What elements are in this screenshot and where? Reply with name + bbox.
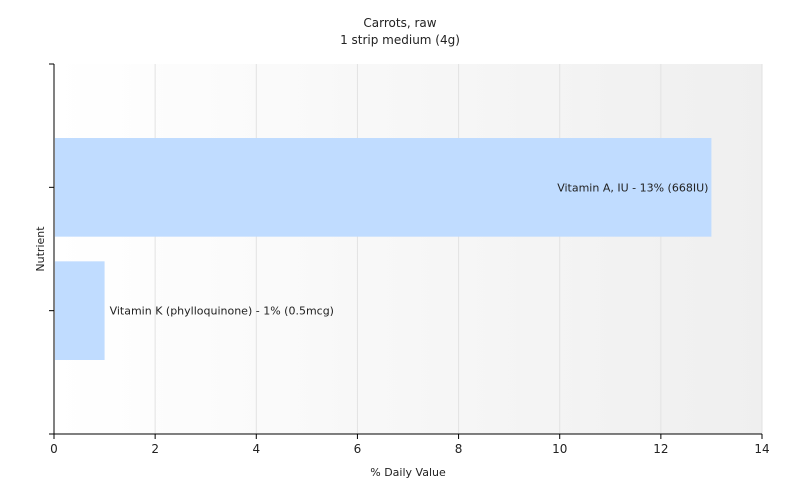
plot-background [54, 64, 762, 434]
bar-2 [55, 261, 105, 360]
x-tick-label: 10 [552, 442, 567, 456]
x-tick-label: 8 [455, 442, 463, 456]
bar-data-label: Vitamin K (phylloquinone) - 1% (0.5mcg) [110, 305, 334, 318]
chart-subtitle: 1 strip medium (4g) [340, 33, 460, 47]
x-tick-label: 14 [754, 442, 769, 456]
x-tick-label: 6 [354, 442, 362, 456]
chart-title: Carrots, raw [363, 16, 436, 30]
x-tick-label: 2 [151, 442, 159, 456]
bar-1 [55, 138, 712, 237]
x-tick-label: 12 [653, 442, 668, 456]
x-tick-label: 4 [252, 442, 260, 456]
x-tick-label: 0 [50, 442, 58, 456]
y-axis-label: Nutrient [34, 226, 47, 272]
x-axis-label: % Daily Value [370, 466, 446, 479]
bar-data-label: Vitamin A, IU - 13% (668IU) [557, 181, 708, 194]
